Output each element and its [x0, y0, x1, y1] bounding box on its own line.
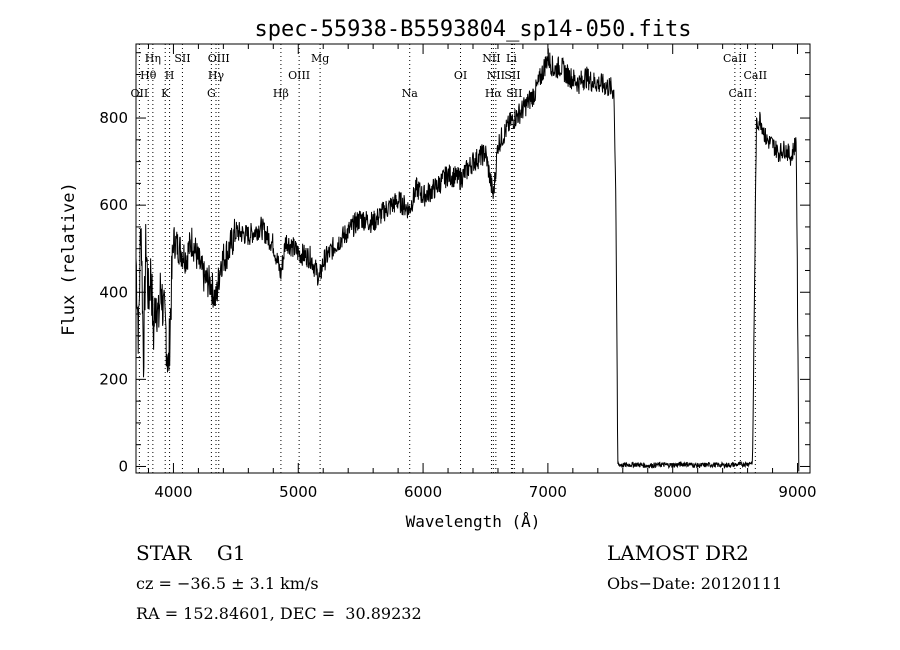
chart-title: spec-55938-B5593804_sp14-050.fits	[254, 17, 691, 42]
line-marker-label-17: Li	[506, 52, 517, 65]
line-marker-label-1: Hθ	[140, 69, 157, 82]
line-marker-label-22: CaII	[743, 69, 767, 82]
spectrum-line-0	[135, 48, 800, 472]
line-marker-label-19: SII	[506, 87, 522, 100]
axis-ticks: 4000 5000 6000 7000 8000 9000 0 200 400 600 800	[99, 44, 817, 501]
line-marker-label-10: OIII	[288, 69, 310, 82]
line-marker-label-9: Hβ	[273, 87, 289, 100]
line-marker-label-6: G	[207, 87, 216, 100]
line-marker-label-16: NII	[487, 69, 505, 82]
y-tick-label-800: 800	[99, 109, 128, 127]
y-axis-label: Flux (relative)	[59, 182, 79, 336]
plot-frame	[135, 43, 811, 474]
line-marker-label-5: SII	[174, 52, 190, 65]
line-marker-label-3: K	[161, 87, 170, 100]
survey-label: LAMOST DR2	[607, 541, 749, 565]
line-markers: OIIHθHηKHSIIGHγOIIIHβOIIIMgNaOINIIHαNIIL…	[131, 44, 767, 473]
line-marker-label-2: Hη	[145, 52, 161, 65]
line-marker-label-4: H	[165, 69, 175, 82]
line-marker-label-20: CaII	[723, 52, 747, 65]
x-tick-label-4000: 4000	[154, 483, 192, 501]
line-marker-label-0: OII	[131, 87, 149, 100]
classification-label: STAR G1	[136, 541, 246, 565]
line-marker-label-13: OI	[454, 69, 467, 82]
y-tick-label-400: 400	[99, 283, 128, 301]
line-marker-label-18: SII	[504, 69, 520, 82]
x-tick-label-7000: 7000	[529, 483, 567, 501]
x-tick-label-9000: 9000	[778, 483, 816, 501]
line-marker-label-21: CaII	[729, 87, 753, 100]
line-marker-label-11: Mg	[311, 52, 329, 65]
x-axis-label: Wavelength (Å)	[406, 512, 541, 531]
x-tick-label-6000: 6000	[404, 483, 442, 501]
obs-date-label: Obs−Date: 20120111	[607, 574, 783, 593]
y-tick-label-0: 0	[118, 457, 128, 475]
spectrum-series	[135, 48, 800, 472]
line-marker-label-15: Hα	[485, 87, 503, 100]
y-tick-label-600: 600	[99, 196, 128, 214]
spectrum-chart: spec-55938-B5593804_sp14-050.fits OII Hθ H…	[59, 17, 817, 531]
x-tick-label-5000: 5000	[279, 483, 317, 501]
line-marker-label-14: NII	[482, 52, 500, 65]
line-marker-label-12: Na	[402, 87, 419, 100]
redshift-label: cz = −36.5 ± 3.1 km/s	[136, 574, 319, 593]
y-tick-label-200: 200	[99, 370, 128, 388]
x-tick-label-8000: 8000	[654, 483, 692, 501]
line-marker-label-8: OIII	[208, 52, 230, 65]
coords-label: RA = 152.84601, DEC = 30.89232	[136, 604, 422, 623]
line-marker-label-7: Hγ	[208, 69, 225, 82]
